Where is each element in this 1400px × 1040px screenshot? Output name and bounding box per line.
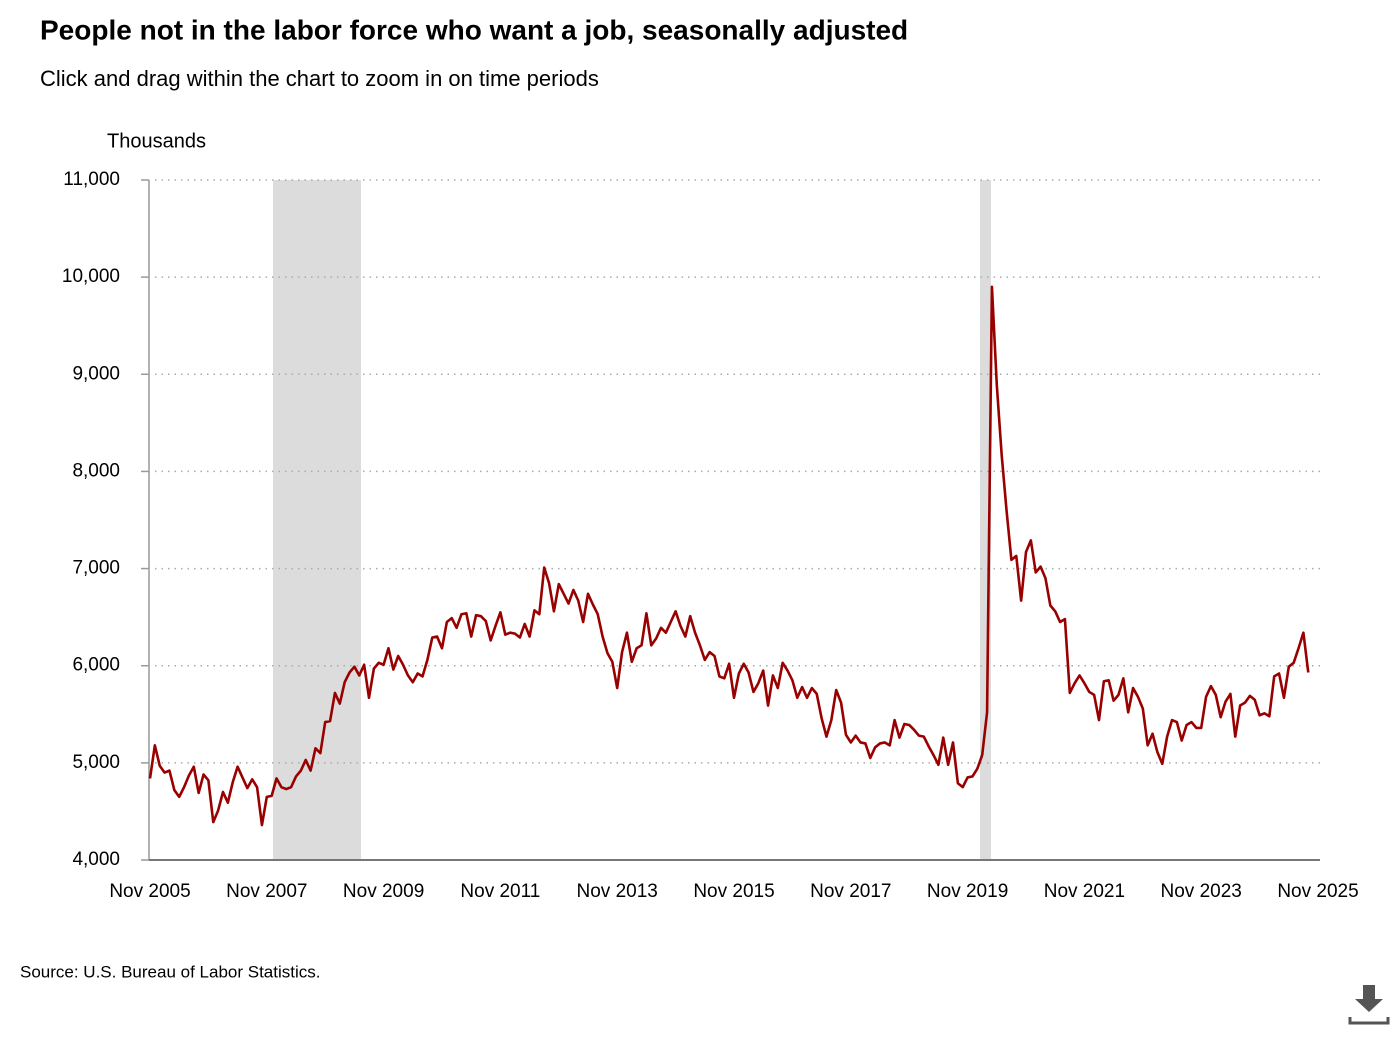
x-tick-label: Nov 2013 [577, 881, 658, 902]
x-tick-label: Nov 2017 [810, 881, 891, 902]
y-tick-label: 6,000 [72, 655, 120, 676]
download-arrow[interactable] [1355, 985, 1383, 1012]
y-tick-label: 4,000 [72, 849, 120, 870]
y-tick-label: 8,000 [72, 460, 120, 481]
y-tick-label: 9,000 [72, 363, 120, 384]
x-tick-label: Nov 2021 [1044, 881, 1125, 902]
x-tick-label: Nov 2009 [343, 881, 424, 902]
chart-subtitle: Click and drag within the chart to zoom … [40, 66, 599, 91]
x-tick-label: Nov 2025 [1277, 881, 1358, 902]
x-tick-label: Nov 2011 [460, 881, 540, 902]
recession-shade [273, 180, 361, 860]
x-tick-label: Nov 2007 [226, 881, 307, 902]
download-button[interactable] [1348, 983, 1390, 1025]
data-line [148, 285, 1310, 827]
grid [141, 179, 1320, 861]
download-tray[interactable] [1348, 1017, 1390, 1025]
source-note: Source: U.S. Bureau of Labor Statistics. [20, 962, 320, 981]
chart-title: People not in the labor force who want a… [40, 14, 908, 45]
y-axis-label: Thousands [107, 130, 206, 152]
y-tick-label: 5,000 [72, 752, 120, 773]
x-tick-label: Nov 2015 [693, 881, 774, 902]
y-tick-label: 11,000 [63, 169, 120, 190]
x-tick-label: Nov 2023 [1161, 881, 1242, 902]
recession-shade [980, 180, 991, 860]
y-tick-label: 10,000 [62, 266, 120, 287]
y-tick-label: 7,000 [72, 558, 120, 579]
x-tick-label: Nov 2005 [109, 881, 190, 902]
x-tick-label: Nov 2019 [927, 881, 1008, 902]
